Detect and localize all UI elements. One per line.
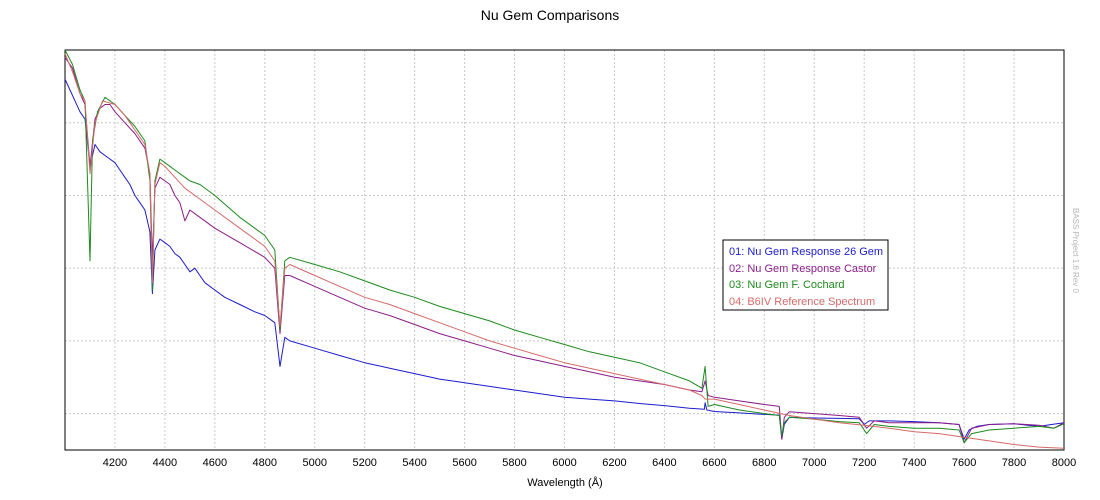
- legend-entry-cochard: 03: Nu Gem F. Cochard: [729, 279, 845, 291]
- x-tick-label: 6200: [602, 457, 626, 469]
- x-tick-label: 5800: [502, 457, 526, 469]
- series-layer: [64, 49, 1065, 449]
- legend-entry-reference: 04: B6IV Reference Spectrum: [729, 296, 875, 308]
- x-tick-label: 6400: [652, 457, 676, 469]
- x-tick-label: 6800: [752, 457, 776, 469]
- grid: [65, 50, 1064, 450]
- x-tick-label: 4200: [103, 457, 127, 469]
- x-tick-label: 5400: [402, 457, 426, 469]
- x-tick-label: 7600: [952, 457, 976, 469]
- x-axis-label: Wavelength (Å): [527, 476, 602, 489]
- x-tick-label: 7200: [852, 457, 876, 469]
- x-tick-label: 7800: [1002, 457, 1026, 469]
- x-tick-label: 5000: [303, 457, 327, 469]
- x-tick-label: 7000: [802, 457, 826, 469]
- x-tick-label: 7400: [902, 457, 926, 469]
- legend: 01: Nu Gem Response 26 Gem 02: Nu Gem Re…: [722, 239, 889, 311]
- watermark-text: BASS Project 1.6 Rev 0: [1071, 208, 1080, 293]
- series-reference: [64, 53, 1065, 449]
- legend-box: [722, 239, 889, 311]
- x-tick-labels: 4200 4400 4600 4800 5000 5200 5400 5600 5800 6000…: [103, 457, 1077, 469]
- x-tick-label: 8000: [1052, 457, 1076, 469]
- legend-entry-26-gem: 01: Nu Gem Response 26 Gem: [729, 246, 883, 258]
- x-tick-label: 6600: [702, 457, 726, 469]
- chart-title: Nu Gem Comparisons: [481, 7, 620, 23]
- legend-entry-castor: 02: Nu Gem Response Castor: [729, 263, 877, 275]
- x-tick-label: 4800: [253, 457, 277, 469]
- x-tick-label: 4400: [153, 457, 177, 469]
- plot-area: [64, 49, 1065, 451]
- x-tick-label: 6000: [552, 457, 576, 469]
- x-tick-label: 4600: [203, 457, 227, 469]
- x-tick-label: 5200: [352, 457, 376, 469]
- series-castor: [64, 57, 1065, 444]
- x-tick-label: 5600: [452, 457, 476, 469]
